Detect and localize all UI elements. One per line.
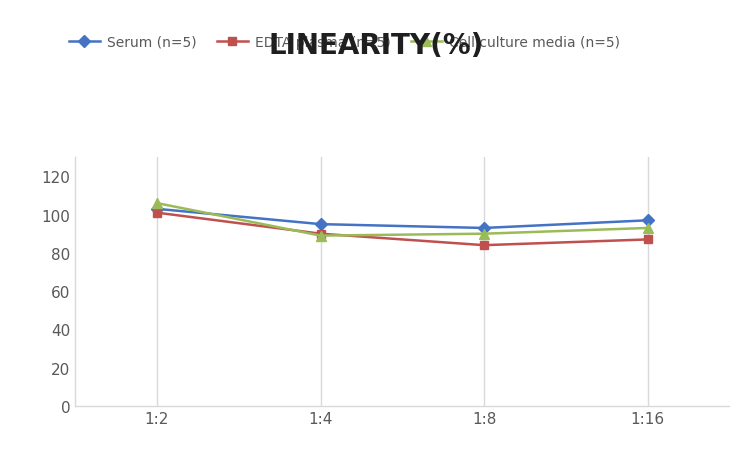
Cell culture media (n=5) [316,233,325,239]
Line: Serum (n=5): Serum (n=5) [153,205,652,233]
Cell culture media (n=5) [153,201,162,207]
Text: LINEARITY(%): LINEARITY(%) [268,32,484,60]
Serum (n=5) [643,218,652,224]
EDTA plasma (n=5) [643,237,652,243]
EDTA plasma (n=5) [153,211,162,216]
Line: EDTA plasma (n=5): EDTA plasma (n=5) [153,209,652,250]
EDTA plasma (n=5) [480,243,489,249]
Cell culture media (n=5) [480,231,489,237]
Serum (n=5) [480,226,489,231]
Cell culture media (n=5) [643,226,652,231]
EDTA plasma (n=5) [316,231,325,237]
Serum (n=5) [153,207,162,212]
Line: Cell culture media (n=5): Cell culture media (n=5) [152,199,653,241]
Serum (n=5) [316,222,325,227]
Legend: Serum (n=5), EDTA plasma (n=5), Cell culture media (n=5): Serum (n=5), EDTA plasma (n=5), Cell cul… [69,36,620,50]
